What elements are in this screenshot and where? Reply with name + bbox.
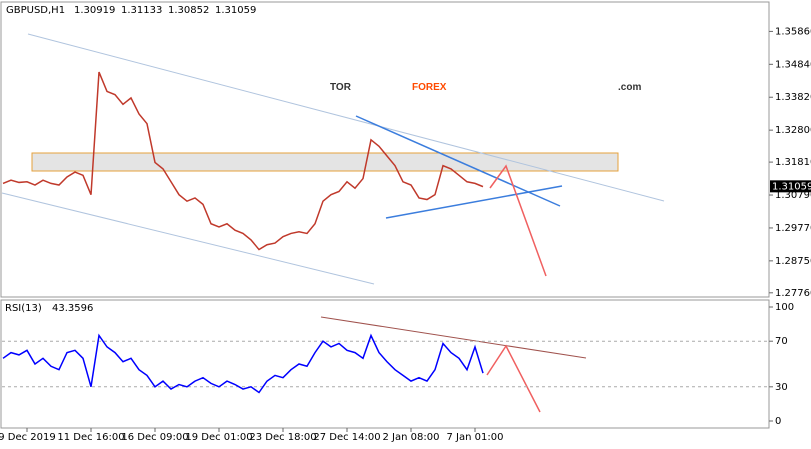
x-tick-label: 2 Jan 08:00 xyxy=(383,432,440,443)
y-tick-label: 1.35860 xyxy=(775,26,811,37)
ohlc-value: 1.30919 xyxy=(74,5,115,16)
y-tick-label: 1.31810 xyxy=(775,157,811,168)
y-tick-label: 1.30790 xyxy=(775,190,811,201)
y-tick-label: 1.34840 xyxy=(775,59,811,70)
data-line xyxy=(2,333,484,394)
y-tick-label: 70 xyxy=(775,336,788,347)
trend-line xyxy=(355,115,561,207)
ohlc-value: 1.30852 xyxy=(168,5,209,16)
logo-tor: TOR xyxy=(330,82,352,93)
x-tick-label: 9 Dec 2019 xyxy=(0,432,56,443)
rsi-panel xyxy=(0,299,770,429)
rsi-trend-line xyxy=(320,316,587,359)
y-tick-label: 0 xyxy=(775,416,781,427)
last-price-box xyxy=(770,180,811,193)
channel-line xyxy=(27,33,665,202)
ohlc-value: 1.31059 xyxy=(215,5,256,16)
last-price-label: 1.31059 xyxy=(772,181,811,192)
forecast-arrow xyxy=(489,164,547,277)
x-tick-label: 27 Dec 14:00 xyxy=(313,432,380,443)
x-tick-label: 16 Dec 09:00 xyxy=(121,432,188,443)
logo-forex: FOREX xyxy=(412,82,447,93)
ohlc-value: 1.31133 xyxy=(121,5,162,16)
channel-line xyxy=(1,192,375,285)
resistance-zone xyxy=(31,152,619,172)
x-tick-label: 7 Jan 01:00 xyxy=(447,432,504,443)
y-tick-label: 1.27760 xyxy=(775,288,811,299)
x-tick-label: 23 Dec 18:00 xyxy=(249,432,316,443)
x-tick-label: 11 Dec 16:00 xyxy=(57,432,124,443)
y-tick-label: 1.32800 xyxy=(775,125,811,136)
rsi-current: 43.3596 xyxy=(52,303,93,314)
y-tick-label: 1.28750 xyxy=(775,256,811,267)
data-line xyxy=(2,71,484,251)
rsi-title: RSI(13) xyxy=(5,303,42,314)
y-tick-label: 100 xyxy=(775,302,794,313)
y-tick-label: 30 xyxy=(775,382,788,393)
y-tick-label: 1.33820 xyxy=(775,92,811,103)
logo-com: .com xyxy=(618,82,641,93)
symbol-title: GBPUSD,H1 xyxy=(6,5,65,16)
price-panel xyxy=(0,1,770,298)
trend-line xyxy=(385,185,563,219)
y-tick-label: 1.29770 xyxy=(775,223,811,234)
x-tick-label: 19 Dec 01:00 xyxy=(185,432,252,443)
forecast-arrow xyxy=(486,344,541,413)
